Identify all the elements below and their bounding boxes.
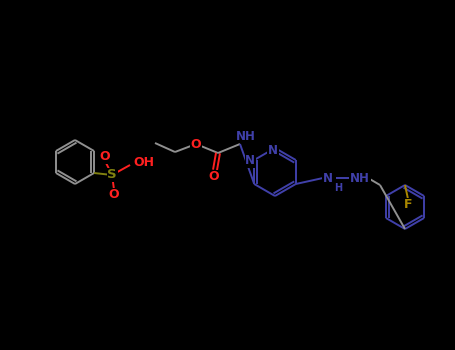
Text: O: O — [109, 189, 119, 202]
Text: O: O — [191, 138, 201, 150]
Text: NH: NH — [350, 172, 370, 184]
Text: OH: OH — [134, 156, 155, 169]
Text: S: S — [107, 168, 117, 182]
Text: O: O — [100, 150, 111, 163]
Text: F: F — [404, 198, 412, 211]
Text: O: O — [209, 170, 219, 183]
Text: N: N — [245, 154, 255, 168]
Text: N: N — [268, 144, 278, 156]
Text: NH: NH — [236, 130, 256, 142]
Text: H: H — [334, 183, 342, 193]
Text: N: N — [323, 172, 333, 184]
